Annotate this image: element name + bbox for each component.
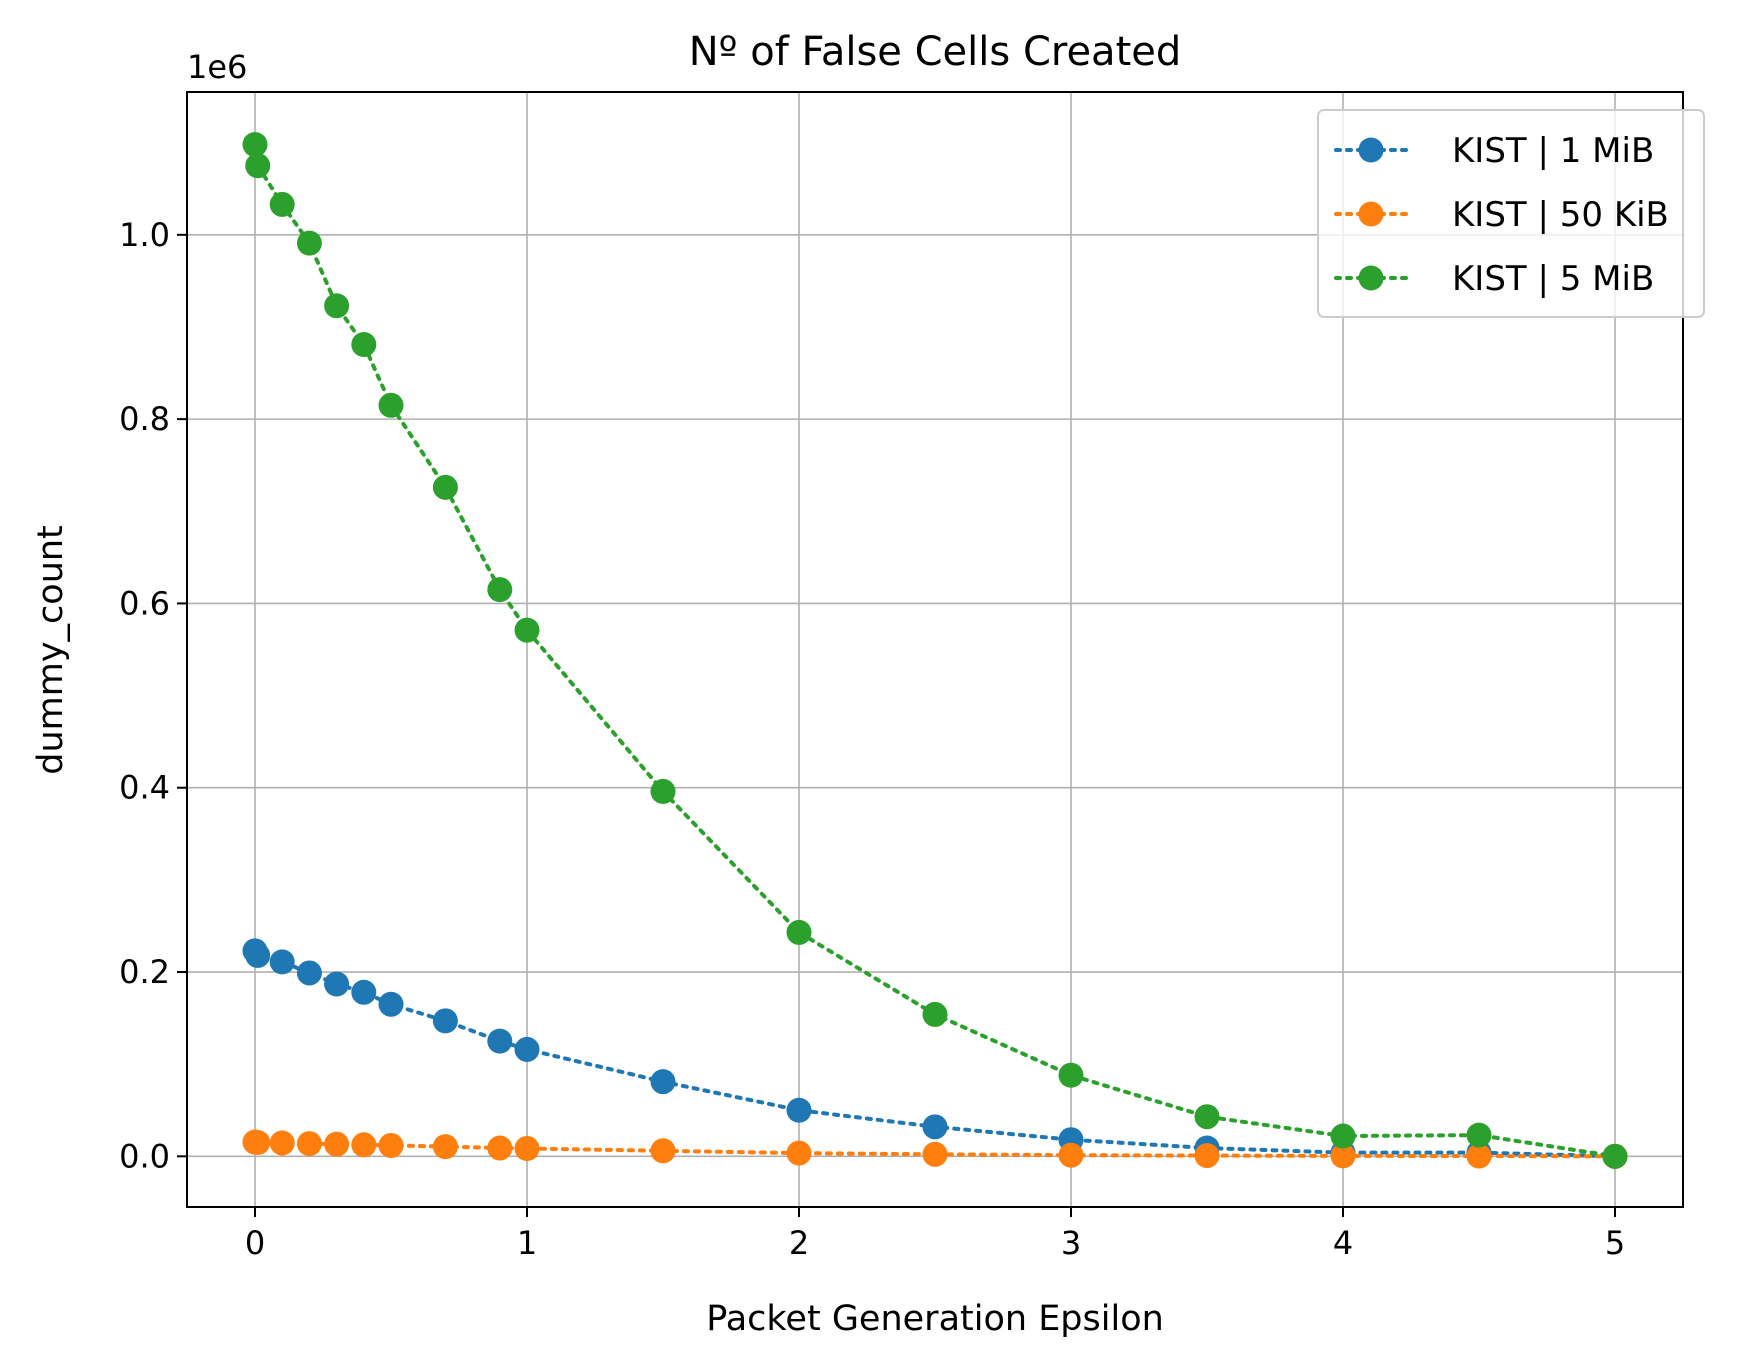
legend-marker — [1358, 265, 1384, 291]
y-axis: 0.0 0.2 0.4 0.6 0.8 1.0 — [119, 216, 187, 1175]
x-tick-label: 0 — [245, 1224, 265, 1262]
data-point — [650, 778, 676, 804]
y-axis-label: dummy_count — [31, 525, 71, 775]
data-point — [245, 153, 271, 179]
legend-label: KIST | 50 KiB — [1452, 195, 1669, 235]
series-layer — [242, 132, 1628, 1169]
plot-frame — [186, 91, 1684, 1208]
y-tick-label: 0.4 — [119, 769, 170, 807]
data-point — [269, 949, 295, 975]
data-point — [514, 617, 540, 643]
data-point — [296, 960, 322, 986]
data-point — [1194, 1104, 1220, 1130]
y-offset-label: 1e6 — [187, 48, 247, 86]
data-point — [786, 919, 812, 945]
data-point — [351, 331, 377, 357]
data-point — [487, 1028, 513, 1054]
x-axis-label: Packet Generation Epsilon — [706, 1299, 1164, 1339]
data-point — [296, 230, 322, 256]
x-tick-label: 2 — [789, 1224, 809, 1262]
x-axis: 0 1 2 3 4 5 — [245, 1207, 1625, 1262]
data-point — [514, 1135, 540, 1161]
chart-title: Nº of False Cells Created — [689, 29, 1182, 75]
data-point — [1330, 1143, 1356, 1169]
legend: KIST | 1 MiB KIST | 50 KiB KIST | 5 MiB — [1317, 109, 1705, 318]
data-point — [324, 293, 350, 319]
data-point — [245, 1129, 271, 1155]
data-point — [487, 1135, 513, 1161]
data-point — [487, 577, 513, 603]
data-point — [922, 1114, 948, 1140]
data-point — [432, 474, 458, 500]
data-point — [269, 1130, 295, 1156]
data-point — [378, 392, 404, 418]
y-tick-label: 0.6 — [119, 584, 170, 622]
x-tick-label: 3 — [1061, 1224, 1081, 1262]
legend-item: KIST | 5 MiB — [1334, 259, 1654, 299]
data-point — [378, 1132, 404, 1158]
x-tick-label: 1 — [517, 1224, 537, 1262]
data-point — [1058, 1142, 1084, 1168]
data-point — [296, 1131, 322, 1157]
legend-marker — [1358, 201, 1384, 227]
data-point — [1194, 1143, 1220, 1169]
legend-box — [1317, 109, 1705, 318]
data-point — [324, 1131, 350, 1157]
legend-label: KIST | 5 MiB — [1452, 259, 1654, 299]
x-tick-label: 5 — [1605, 1224, 1625, 1262]
legend-marker — [1358, 137, 1384, 163]
x-tick-label: 4 — [1333, 1224, 1353, 1262]
data-point — [1466, 1122, 1492, 1148]
data-point — [378, 991, 404, 1017]
y-tick-label: 1.0 — [119, 216, 170, 254]
data-point — [786, 1140, 812, 1166]
y-tick-label: 0.2 — [119, 953, 170, 991]
data-point — [351, 1132, 377, 1158]
legend-label: KIST | 1 MiB — [1452, 131, 1654, 171]
grid — [187, 92, 1683, 1207]
data-point — [245, 942, 271, 968]
series-1 — [242, 1129, 1628, 1169]
data-point — [351, 979, 377, 1005]
data-point — [269, 191, 295, 217]
data-point — [1466, 1143, 1492, 1169]
series-line — [253, 142, 1617, 1159]
data-point — [650, 1069, 676, 1095]
y-tick-label: 0.0 — [119, 1137, 170, 1175]
data-point — [786, 1097, 812, 1123]
data-point — [242, 132, 268, 158]
data-point — [1330, 1123, 1356, 1149]
data-point — [922, 1141, 948, 1167]
data-point — [324, 971, 350, 997]
legend-item: KIST | 1 MiB — [1334, 131, 1654, 171]
data-point — [1058, 1062, 1084, 1088]
data-point — [650, 1138, 676, 1164]
data-point — [432, 1008, 458, 1034]
legend-item: KIST | 50 KiB — [1334, 195, 1669, 235]
data-point — [514, 1036, 540, 1062]
data-point — [1602, 1143, 1628, 1169]
data-point — [432, 1134, 458, 1160]
y-tick-label: 0.8 — [119, 400, 170, 438]
data-point — [922, 1001, 948, 1027]
series-2 — [242, 132, 1628, 1169]
